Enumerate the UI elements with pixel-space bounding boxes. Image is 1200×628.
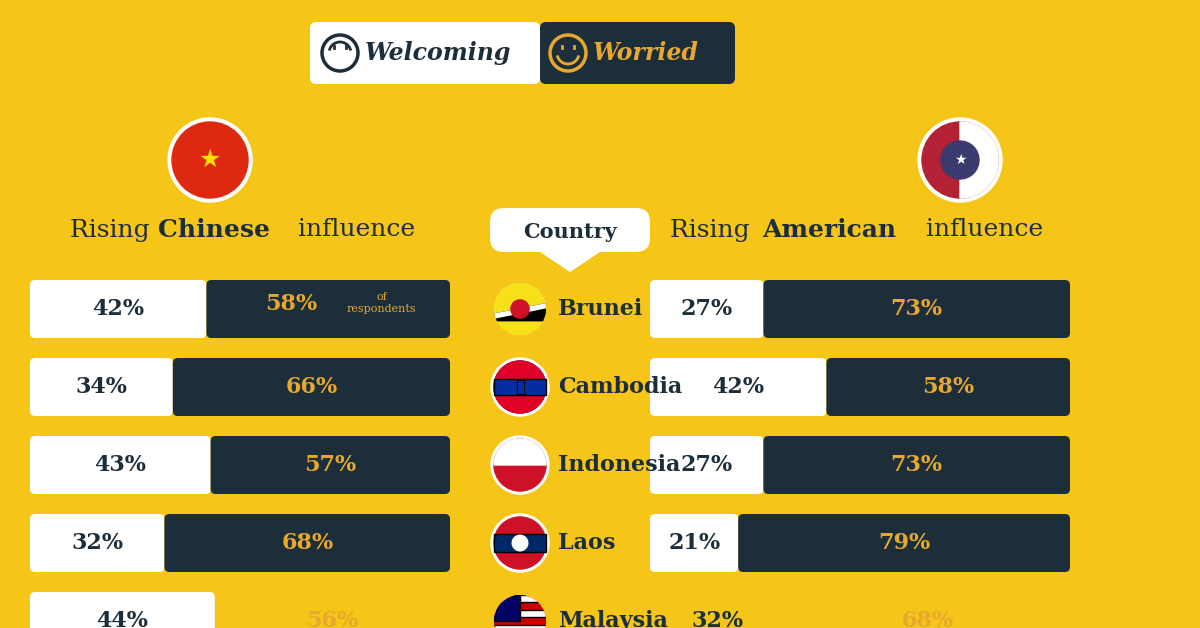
Wedge shape (960, 160, 977, 198)
Polygon shape (494, 304, 546, 321)
Text: Brunei: Brunei (558, 298, 643, 320)
FancyBboxPatch shape (173, 358, 450, 416)
Circle shape (512, 535, 528, 551)
Circle shape (494, 361, 546, 413)
FancyBboxPatch shape (540, 22, 734, 84)
Wedge shape (960, 122, 977, 160)
Wedge shape (960, 136, 997, 160)
Wedge shape (960, 160, 990, 194)
Text: Laos: Laos (558, 532, 616, 554)
Text: 58%: 58% (265, 293, 318, 315)
Text: Chinese: Chinese (158, 218, 270, 242)
Text: Rising: Rising (670, 219, 757, 242)
FancyBboxPatch shape (494, 595, 546, 602)
Text: 🏛: 🏛 (515, 378, 526, 396)
FancyBboxPatch shape (494, 610, 546, 617)
Text: 27%: 27% (680, 298, 733, 320)
Text: Indonesia: Indonesia (558, 454, 680, 476)
Text: 32%: 32% (691, 610, 743, 628)
FancyBboxPatch shape (30, 592, 215, 628)
Wedge shape (494, 361, 546, 387)
Wedge shape (494, 387, 546, 413)
FancyBboxPatch shape (494, 625, 546, 628)
Text: ★: ★ (199, 148, 221, 172)
Text: 73%: 73% (890, 454, 943, 476)
Polygon shape (494, 304, 546, 318)
Text: 73%: 73% (890, 298, 943, 320)
Text: 21%: 21% (668, 532, 720, 554)
Text: 27%: 27% (680, 454, 733, 476)
FancyBboxPatch shape (494, 534, 546, 552)
Text: Welcoming: Welcoming (365, 41, 511, 65)
Circle shape (491, 592, 550, 628)
Circle shape (172, 122, 248, 198)
Text: of
respondents: of respondents (347, 292, 416, 314)
Wedge shape (960, 126, 990, 160)
Circle shape (491, 280, 550, 338)
Text: 58%: 58% (922, 376, 974, 398)
FancyBboxPatch shape (211, 436, 450, 494)
Text: Malaysia: Malaysia (558, 610, 668, 628)
Text: American: American (762, 218, 896, 242)
FancyBboxPatch shape (650, 592, 785, 628)
FancyBboxPatch shape (738, 514, 1070, 572)
Text: 66%: 66% (286, 376, 337, 398)
Text: 68%: 68% (281, 532, 334, 554)
FancyBboxPatch shape (164, 514, 450, 572)
Text: 56%: 56% (306, 610, 359, 628)
Text: 57%: 57% (305, 454, 356, 476)
Wedge shape (494, 439, 546, 465)
Circle shape (494, 517, 546, 569)
FancyBboxPatch shape (763, 436, 1070, 494)
FancyBboxPatch shape (650, 358, 827, 416)
Text: 43%: 43% (95, 454, 146, 476)
Text: Worried: Worried (593, 41, 698, 65)
Wedge shape (960, 151, 998, 168)
FancyBboxPatch shape (30, 358, 173, 416)
FancyBboxPatch shape (494, 379, 546, 395)
Circle shape (511, 300, 529, 318)
Text: influence: influence (918, 219, 1043, 242)
Text: ★: ★ (954, 153, 966, 167)
FancyBboxPatch shape (650, 514, 738, 572)
Text: 32%: 32% (71, 532, 124, 554)
Circle shape (491, 436, 550, 494)
Circle shape (918, 118, 1002, 202)
Circle shape (494, 439, 546, 491)
FancyBboxPatch shape (30, 514, 164, 572)
Circle shape (922, 122, 998, 198)
Text: 79%: 79% (878, 532, 930, 554)
Text: 42%: 42% (713, 376, 764, 398)
Circle shape (491, 514, 550, 572)
FancyBboxPatch shape (490, 208, 650, 252)
FancyBboxPatch shape (785, 592, 1070, 628)
Text: Cambodia: Cambodia (558, 376, 683, 398)
Text: 44%: 44% (96, 610, 149, 628)
FancyBboxPatch shape (763, 280, 1070, 338)
Text: Rising: Rising (70, 219, 157, 242)
FancyBboxPatch shape (310, 22, 540, 84)
Wedge shape (960, 160, 997, 184)
Circle shape (494, 595, 546, 628)
Polygon shape (540, 252, 600, 272)
FancyBboxPatch shape (827, 358, 1070, 416)
FancyBboxPatch shape (494, 595, 520, 621)
Text: 34%: 34% (76, 376, 127, 398)
FancyBboxPatch shape (650, 280, 763, 338)
Circle shape (168, 118, 252, 202)
Circle shape (941, 141, 979, 179)
FancyBboxPatch shape (215, 592, 450, 628)
FancyBboxPatch shape (206, 280, 450, 338)
Circle shape (491, 358, 550, 416)
FancyBboxPatch shape (650, 436, 763, 494)
FancyBboxPatch shape (30, 280, 206, 338)
FancyBboxPatch shape (30, 436, 211, 494)
Text: Country: Country (523, 222, 617, 242)
Circle shape (494, 283, 546, 335)
Text: 42%: 42% (92, 298, 144, 320)
Text: influence: influence (290, 219, 415, 242)
Text: 68%: 68% (901, 610, 953, 628)
